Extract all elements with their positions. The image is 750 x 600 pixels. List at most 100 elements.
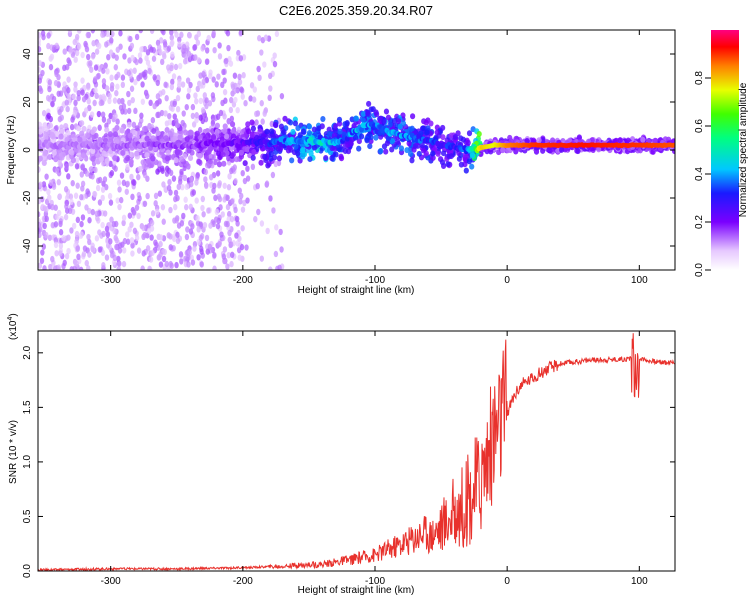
spectrogram-cell (74, 163, 80, 170)
spectrogram-cell (149, 30, 155, 34)
colorbar-scale (711, 30, 739, 270)
spectrogram-cell (41, 243, 46, 250)
spectrogram-cell (53, 265, 58, 270)
spectrogram-cell (218, 145, 224, 152)
spectrogram-cell (151, 55, 157, 62)
spectrogram-cell (229, 241, 234, 248)
spectrogram-cell (549, 137, 556, 144)
spectrogram-cell (256, 65, 261, 73)
spectrogram-cell (161, 30, 166, 36)
spectrogram-cell (134, 58, 139, 66)
spectrogram-cell (84, 259, 89, 267)
spectrogram-cell (165, 149, 171, 156)
spectrogram-cell (194, 130, 200, 137)
spectrogram-cell (101, 67, 106, 74)
spectrogram-cell (177, 134, 183, 141)
spectrogram-cell (195, 171, 200, 179)
spectrogram-cell (148, 256, 154, 263)
spectrogram-cell (222, 246, 228, 253)
spectrogram-cell (167, 178, 172, 186)
spectrogram-cell (66, 87, 71, 94)
spectrogram-cell (367, 143, 373, 150)
spectrogram-cell (198, 97, 203, 105)
spectrogram-cell (177, 78, 182, 86)
spectrogram-cell (173, 63, 179, 71)
spectrogram-cell (181, 110, 186, 117)
spectrogram-cell (130, 193, 135, 201)
spectrogram-cell (196, 254, 201, 261)
spectrogram-cell (448, 153, 455, 160)
spectrogram-cell (256, 208, 261, 216)
spectrogram-cell (278, 123, 285, 130)
spectrogram-cell (225, 203, 231, 211)
spectrogram-cell (179, 220, 185, 227)
spectrogram-cell (219, 231, 224, 238)
spectrogram-cell (448, 132, 454, 139)
spectrogram-cell (237, 235, 242, 242)
spectrogram-cell (67, 30, 73, 34)
spectrogram-cell (86, 84, 91, 91)
spectrogram-cell (258, 159, 264, 166)
spectrogram-cell (199, 261, 204, 268)
spectrogram-cell (276, 155, 283, 162)
spectrogram-cell (38, 77, 43, 84)
spectrogram-cell (148, 99, 153, 107)
spectrogram-cell (116, 98, 122, 105)
spectrogram-cell (439, 159, 446, 166)
spectrogram-cell (88, 60, 93, 67)
spectrogram-cell (180, 119, 185, 127)
spectrogram-cell (200, 195, 205, 203)
spectrogram-cell (100, 186, 106, 193)
spectrogram-cell (240, 93, 245, 100)
spectrogram-cell (221, 160, 227, 167)
spectrogram-cell (215, 222, 221, 230)
spectrogram-cell (114, 237, 119, 244)
spectrogram-cell (225, 30, 231, 37)
spectrogram-cell (264, 128, 270, 135)
spectrogram-cell (212, 252, 217, 259)
spectrogram-cell (104, 85, 110, 92)
spectrogram-cell (109, 251, 115, 259)
spectrogram-cell (166, 184, 172, 192)
spectrogram-cell (244, 244, 249, 251)
spectrogram-cell (398, 145, 405, 152)
x-tick-label: -200 (233, 576, 253, 587)
spectrogram-cell (120, 149, 126, 156)
spectrogram-cell (129, 85, 135, 92)
spectrogram-cell (424, 129, 430, 136)
spectrogram-cell (257, 74, 262, 82)
spectrogram-marks (38, 30, 675, 270)
spectrogram-cell (327, 130, 333, 137)
x-tick-label: -300 (101, 576, 121, 587)
spectrogram-cell (194, 116, 199, 124)
spectrogram-cell (58, 250, 63, 257)
spectrogram-cell (177, 36, 182, 43)
spectrogram-cell (476, 131, 482, 138)
spectrogram-cell (236, 126, 242, 134)
spectrogram-cell (157, 253, 162, 261)
spectrogram-cell (524, 137, 530, 144)
spectrogram-cell (47, 85, 52, 93)
spectrogram-cell (213, 194, 218, 202)
spectrogram-cell (268, 72, 273, 80)
spectrogram-cell (145, 192, 150, 200)
spectrogram-cell (176, 183, 181, 191)
spectrogram-cell (206, 148, 212, 155)
spectrogram-cell (220, 81, 225, 89)
spectrogram-cell (229, 167, 234, 175)
spectrogram-cell (43, 134, 49, 141)
spectrogram-cell (57, 159, 62, 167)
spectrogram-cell (134, 234, 140, 242)
y-tick-label: 0.5 (22, 509, 33, 523)
spectrogram-cell (131, 209, 137, 216)
spectrogram-cell (237, 254, 242, 261)
spectrogram-cell (183, 52, 189, 60)
spectrogram-cell (124, 188, 129, 195)
spectrogram-cell (383, 108, 390, 115)
spectrogram-cell (109, 74, 114, 81)
x-tick-label: 0 (504, 275, 510, 286)
spectrogram-cell (90, 128, 96, 135)
spectrogram-cell (130, 96, 135, 104)
spectrogram-cell (86, 98, 91, 105)
spectrogram-cell (242, 160, 248, 167)
